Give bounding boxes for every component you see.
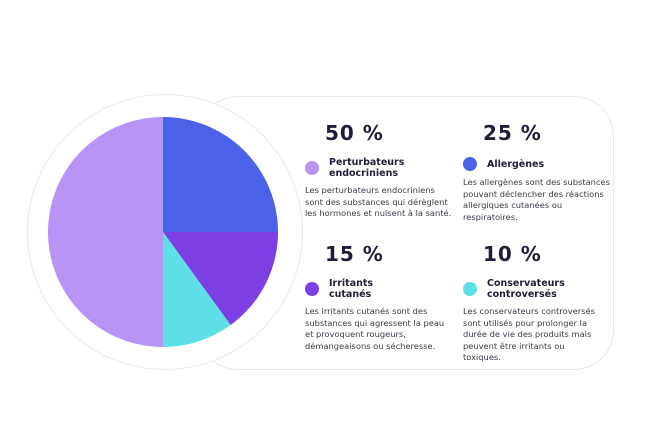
legend-swatch bbox=[305, 282, 319, 296]
legend-name: Allergènes bbox=[487, 158, 545, 170]
legend-item-perturbateurs: 50 % Perturbateurs endocriniens Les pert… bbox=[305, 121, 455, 220]
legend-item-conservateurs: 10 % Conservateurs controversés Les cons… bbox=[463, 242, 613, 364]
percent-label: 15 % bbox=[325, 242, 384, 266]
pie-slice-irritants-cutan-s bbox=[163, 232, 278, 326]
pie-slice-conservateurs-controvers-s bbox=[163, 232, 231, 347]
legend-name: Irritants cutanés bbox=[329, 278, 374, 300]
legend-description: Les irritants cutanés sont des substance… bbox=[305, 306, 445, 351]
percent-label: 10 % bbox=[483, 242, 542, 266]
legend-name: Conservateurs controversés bbox=[487, 278, 565, 300]
legend-swatch bbox=[305, 161, 319, 175]
legend-name: Perturbateurs endocriniens bbox=[329, 157, 405, 179]
percent-label: 25 % bbox=[483, 121, 542, 145]
legend-description: Les conservateurs controversés sont util… bbox=[463, 306, 595, 362]
pie-slice-allerg-nes bbox=[163, 117, 278, 232]
legend-item-allergenes: 25 % Allergènes Les allergènes sont des … bbox=[463, 121, 613, 223]
pie-slice-perturbateurs-endocriniens bbox=[48, 117, 163, 347]
legend-swatch bbox=[463, 282, 477, 296]
legend-item-irritants: 15 % Irritants cutanés Les irritants cut… bbox=[305, 242, 455, 352]
legend-swatch bbox=[463, 157, 477, 171]
percent-label: 50 % bbox=[325, 121, 384, 145]
legend-description: Les perturbateurs endocriniens sont des … bbox=[305, 185, 452, 218]
legend-description: Les allergènes sont des substances pouva… bbox=[463, 177, 610, 222]
